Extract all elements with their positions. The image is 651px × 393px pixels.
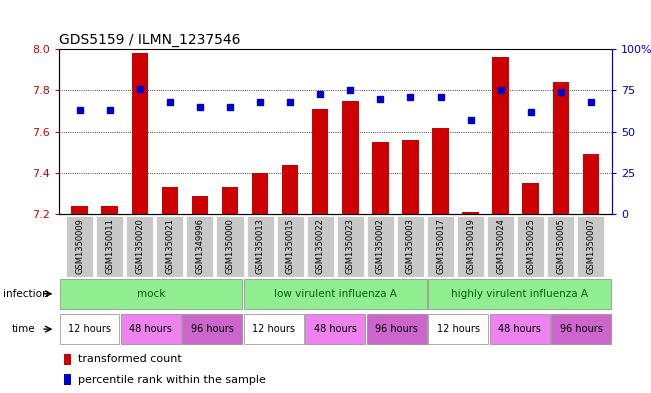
Text: GSM1350005: GSM1350005 <box>557 218 565 274</box>
Bar <box>277 216 303 277</box>
Text: 96 hours: 96 hours <box>191 324 234 334</box>
FancyBboxPatch shape <box>305 314 365 344</box>
Text: 96 hours: 96 hours <box>560 324 603 334</box>
Bar <box>132 53 148 214</box>
Text: GSM1350009: GSM1350009 <box>75 218 84 274</box>
Bar <box>427 216 454 277</box>
Text: transformed count: transformed count <box>78 354 182 364</box>
Bar <box>462 212 479 214</box>
FancyBboxPatch shape <box>244 279 426 309</box>
Text: GSM1350003: GSM1350003 <box>406 218 415 274</box>
Bar <box>96 216 123 277</box>
FancyBboxPatch shape <box>121 314 180 344</box>
Bar <box>72 206 88 214</box>
Bar <box>517 216 544 277</box>
Text: mock: mock <box>137 289 165 299</box>
Bar <box>222 187 238 214</box>
Bar <box>156 216 184 277</box>
Text: GSM1350025: GSM1350025 <box>526 218 535 274</box>
Bar <box>553 82 569 214</box>
Bar <box>102 206 118 214</box>
Text: GSM1350019: GSM1350019 <box>466 218 475 274</box>
Text: GSM1350007: GSM1350007 <box>587 218 596 274</box>
Bar <box>402 140 419 214</box>
Bar <box>186 216 214 277</box>
Text: GSM1350023: GSM1350023 <box>346 218 355 274</box>
Bar <box>487 216 514 277</box>
Bar <box>161 187 178 214</box>
FancyBboxPatch shape <box>367 314 426 344</box>
Text: 48 hours: 48 hours <box>130 324 173 334</box>
Text: GDS5159 / ILMN_1237546: GDS5159 / ILMN_1237546 <box>59 33 240 47</box>
Text: GSM1349996: GSM1349996 <box>195 218 204 274</box>
Bar <box>252 173 268 214</box>
Text: GSM1350015: GSM1350015 <box>286 218 295 274</box>
Text: infection: infection <box>3 289 49 299</box>
Text: 48 hours: 48 hours <box>498 324 541 334</box>
Bar <box>64 354 71 365</box>
Text: 12 hours: 12 hours <box>437 324 480 334</box>
Bar <box>372 142 389 214</box>
Bar <box>432 127 449 214</box>
Text: GSM1350002: GSM1350002 <box>376 218 385 274</box>
Text: GSM1350013: GSM1350013 <box>256 218 264 274</box>
Bar <box>126 216 154 277</box>
Bar <box>312 109 329 214</box>
Bar <box>66 216 93 277</box>
Bar <box>337 216 364 277</box>
Text: GSM1350000: GSM1350000 <box>225 218 234 274</box>
Bar <box>547 216 574 277</box>
Bar <box>64 364 70 365</box>
Bar <box>367 216 394 277</box>
Text: 12 hours: 12 hours <box>68 324 111 334</box>
Text: GSM1350011: GSM1350011 <box>105 218 114 274</box>
FancyBboxPatch shape <box>59 314 119 344</box>
Bar <box>307 216 334 277</box>
Text: low virulent influenza A: low virulent influenza A <box>274 289 396 299</box>
Text: GSM1350020: GSM1350020 <box>135 218 145 274</box>
Text: GSM1350024: GSM1350024 <box>496 218 505 274</box>
Bar <box>191 196 208 214</box>
FancyBboxPatch shape <box>428 314 488 344</box>
Text: percentile rank within the sample: percentile rank within the sample <box>78 375 266 385</box>
Text: highly virulent influenza A: highly virulent influenza A <box>451 289 589 299</box>
FancyBboxPatch shape <box>551 314 611 344</box>
Bar <box>247 216 273 277</box>
Text: 12 hours: 12 hours <box>253 324 296 334</box>
FancyBboxPatch shape <box>182 314 242 344</box>
FancyBboxPatch shape <box>490 314 549 344</box>
Text: 96 hours: 96 hours <box>376 324 418 334</box>
Bar <box>397 216 424 277</box>
Bar <box>583 154 599 214</box>
Bar <box>342 101 359 214</box>
Text: GSM1350022: GSM1350022 <box>316 218 325 274</box>
Bar <box>457 216 484 277</box>
FancyBboxPatch shape <box>59 279 242 309</box>
Bar <box>523 183 539 214</box>
Bar <box>217 216 243 277</box>
Bar <box>282 165 298 214</box>
Text: time: time <box>12 324 35 334</box>
Bar <box>577 216 604 277</box>
FancyBboxPatch shape <box>244 314 303 344</box>
Text: 48 hours: 48 hours <box>314 324 357 334</box>
Bar <box>64 374 71 385</box>
Bar <box>492 57 509 214</box>
Text: GSM1350017: GSM1350017 <box>436 218 445 274</box>
Text: GSM1350021: GSM1350021 <box>165 218 174 274</box>
FancyBboxPatch shape <box>428 279 611 309</box>
